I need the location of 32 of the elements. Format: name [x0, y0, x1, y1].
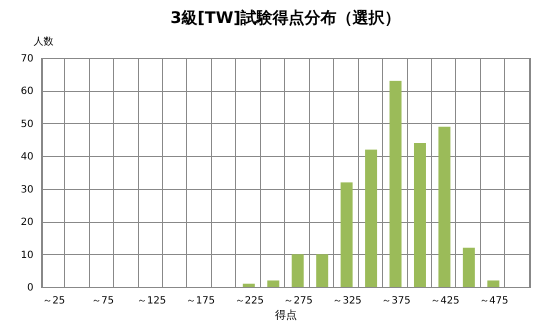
x-axis-title: 得点 — [275, 308, 297, 322]
y-tick-label: 40 — [20, 152, 34, 163]
x-tick-label: ～225 — [234, 296, 264, 306]
x-tick-label: ～275 — [284, 296, 313, 306]
y-tick-label: 20 — [20, 217, 34, 228]
x-tick-label: ～25 — [42, 296, 66, 306]
y-tick-label: 10 — [20, 250, 34, 261]
x-tick-label: ～375 — [381, 296, 411, 306]
bar — [292, 254, 304, 287]
bar — [414, 143, 426, 287]
bar — [316, 254, 328, 287]
x-tick-label: ～125 — [136, 296, 166, 306]
x-tick-label: ～175 — [186, 296, 215, 306]
chart-title: 3級[TW]試験得点分布（選択） — [170, 8, 401, 27]
bar — [390, 80, 402, 287]
bar — [340, 182, 353, 287]
bar — [242, 284, 255, 287]
bar — [438, 126, 450, 287]
y-tick-label: 30 — [20, 184, 34, 196]
x-tick-label: ～75 — [91, 296, 114, 306]
x-tick-label: ～325 — [332, 296, 362, 306]
y-tick-label: 0 — [27, 282, 34, 294]
y-tick-label: 70 — [20, 54, 34, 64]
x-tick-label: ～425 — [430, 296, 460, 306]
bar — [462, 248, 475, 287]
y-axis-title: 人数 — [34, 36, 54, 48]
y-tick-label: 50 — [20, 118, 34, 130]
bar — [365, 150, 378, 287]
bar — [487, 280, 500, 287]
y-tick-label: 60 — [20, 86, 34, 98]
bar — [267, 280, 280, 287]
x-tick-label: ～475 — [479, 296, 508, 306]
